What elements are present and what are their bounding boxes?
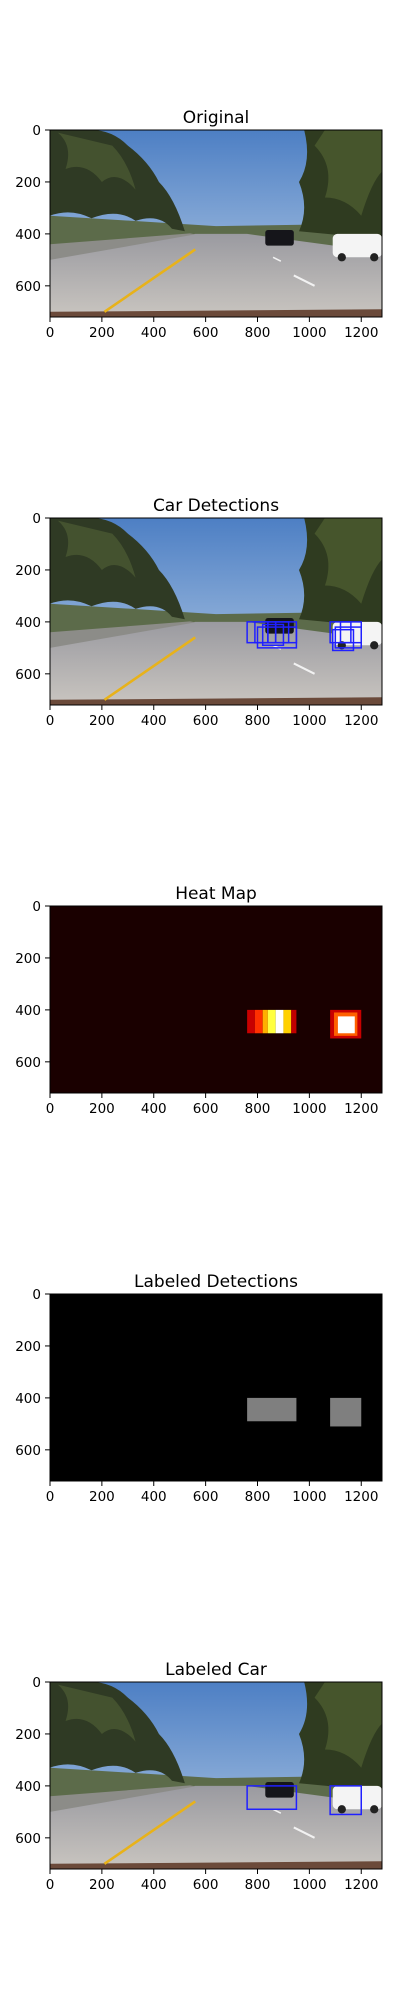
detection-box xyxy=(329,1785,362,1816)
panel-4: Labeled Detections 0 200 400 600 800 1000 1200 0… xyxy=(15,1272,383,1505)
y-tick-label: 0 xyxy=(32,511,41,527)
y-tick-label: 200 xyxy=(15,951,41,967)
x-tick-label: 600 xyxy=(193,1489,219,1505)
x-tick-label: 1200 xyxy=(344,1877,378,1893)
x-tick-label: 800 xyxy=(245,1877,271,1893)
x-tick-label: 400 xyxy=(141,1101,167,1117)
x-tick-label: 600 xyxy=(193,325,219,341)
heatmap-cell xyxy=(330,1397,362,1427)
y-tick-label: 400 xyxy=(15,1003,41,1019)
y-tick-label: 600 xyxy=(15,667,41,683)
heatmap-background xyxy=(50,906,382,1093)
x-tick-label: 0 xyxy=(46,325,55,341)
panel-image xyxy=(50,1682,382,1869)
x-tick-label: 200 xyxy=(89,1101,115,1117)
detection-box xyxy=(339,621,362,644)
x-tick-label: 200 xyxy=(89,1489,115,1505)
y-tick-label: 400 xyxy=(15,227,41,243)
panel-1: Original 0 200 400 600 800 1000 1200 0 200 400 600 xyxy=(15,108,383,341)
detection-box xyxy=(331,628,355,652)
x-tick-label: 600 xyxy=(193,713,219,729)
panel-title: Labeled Detections xyxy=(134,1272,298,1292)
x-tick-label: 800 xyxy=(245,713,271,729)
y-tick-label: 600 xyxy=(15,1055,41,1071)
panel-image xyxy=(50,1294,382,1481)
x-tick-label: 0 xyxy=(46,713,55,729)
y-tick-label: 400 xyxy=(15,615,41,631)
x-tick-label: 400 xyxy=(141,1489,167,1505)
panel-title: Original xyxy=(183,108,250,128)
detection-box xyxy=(246,1785,298,1811)
x-tick-label: 600 xyxy=(193,1101,219,1117)
y-tick-label: 400 xyxy=(15,1779,41,1795)
panel-image xyxy=(50,518,382,705)
y-tick-label: 0 xyxy=(32,123,41,139)
road-scene-image xyxy=(50,130,382,317)
x-tick-label: 1200 xyxy=(344,713,378,729)
y-tick-label: 400 xyxy=(15,1391,41,1407)
x-tick-label: 400 xyxy=(141,713,167,729)
heatmap-cell xyxy=(275,1009,284,1034)
detection-box xyxy=(256,626,298,649)
detection-box xyxy=(261,623,285,647)
road-scene-image xyxy=(50,518,382,705)
heatmap-cell xyxy=(247,1397,297,1422)
x-tick-label: 1200 xyxy=(344,1101,378,1117)
x-tick-label: 1000 xyxy=(292,1489,326,1505)
panel-title: Labeled Car xyxy=(165,1660,267,1680)
y-tick-label: 600 xyxy=(15,279,41,295)
panel-title: Car Detections xyxy=(153,496,279,516)
road-scene-image xyxy=(50,1682,382,1869)
panel-3: Heat Map 0 200 400 600 800 1000 1200 0 200 400 600 xyxy=(15,884,383,1117)
x-tick-label: 200 xyxy=(89,713,115,729)
y-tick-label: 200 xyxy=(15,1727,41,1743)
x-tick-label: 800 xyxy=(245,1101,271,1117)
x-tick-label: 600 xyxy=(193,1877,219,1893)
y-tick-label: 200 xyxy=(15,175,41,191)
axes-frame xyxy=(49,129,383,318)
y-tick-label: 0 xyxy=(32,1675,41,1691)
heatmap-cell xyxy=(254,1009,263,1034)
panel-5: Labeled Car 0 200 400 600 800 1000 1200 0 200 400 6… xyxy=(15,1660,383,1893)
y-tick-label: 200 xyxy=(15,1339,41,1355)
axes-frame xyxy=(49,905,383,1094)
x-tick-label: 800 xyxy=(245,325,271,341)
heatmap-cell xyxy=(262,1009,268,1034)
panel-title: Heat Map xyxy=(175,884,257,904)
x-tick-label: 200 xyxy=(89,325,115,341)
x-tick-label: 1000 xyxy=(292,1877,326,1893)
heatmap-cell xyxy=(337,1016,355,1034)
x-tick-label: 400 xyxy=(141,325,167,341)
panel-image xyxy=(50,130,382,317)
x-tick-label: 1200 xyxy=(344,325,378,341)
heatmap-cell xyxy=(283,1009,292,1034)
axes-frame xyxy=(49,517,383,706)
panel-image xyxy=(50,906,382,1093)
axes-frame xyxy=(49,1293,383,1482)
heatmap-background xyxy=(50,1294,382,1481)
y-tick-label: 600 xyxy=(15,1831,41,1847)
heatmap-cell xyxy=(267,1009,276,1034)
x-tick-label: 0 xyxy=(46,1877,55,1893)
x-tick-label: 200 xyxy=(89,1877,115,1893)
x-tick-label: 400 xyxy=(141,1877,167,1893)
x-tick-label: 1000 xyxy=(292,325,326,341)
heatmap-cell xyxy=(247,1009,255,1034)
x-tick-label: 1200 xyxy=(344,1489,378,1505)
axes-frame xyxy=(49,1681,383,1870)
panel-2: Car Detections 0 200 400 600 800 1000 1200 0 200 4… xyxy=(15,496,383,729)
y-tick-label: 0 xyxy=(32,899,41,915)
y-tick-label: 0 xyxy=(32,1287,41,1303)
y-tick-label: 200 xyxy=(15,563,41,579)
heatmap-cell xyxy=(291,1009,297,1034)
x-tick-label: 0 xyxy=(46,1101,55,1117)
x-tick-label: 800 xyxy=(245,1489,271,1505)
x-tick-label: 1000 xyxy=(292,713,326,729)
x-tick-label: 0 xyxy=(46,1489,55,1505)
x-tick-label: 1000 xyxy=(292,1101,326,1117)
y-tick-label: 600 xyxy=(15,1443,41,1459)
